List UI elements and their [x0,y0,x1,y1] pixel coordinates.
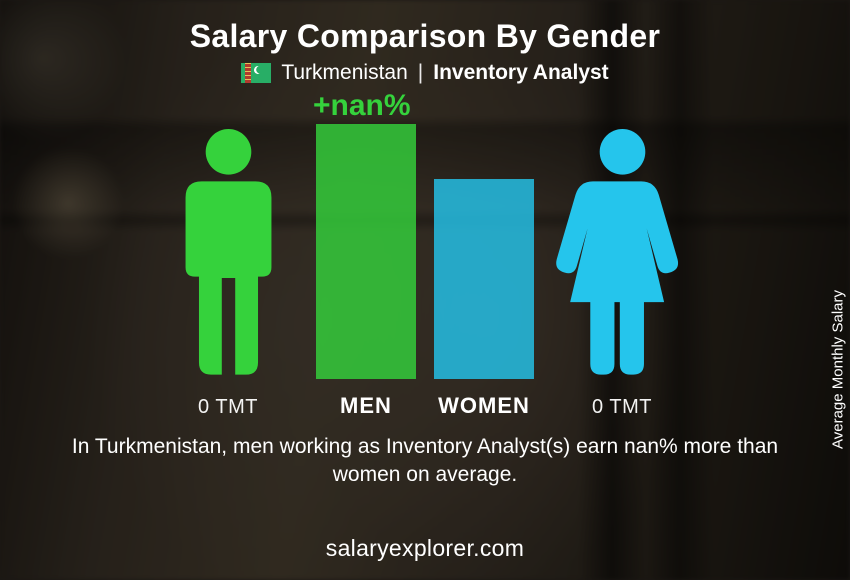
y-axis-label: Average Monthly Salary [830,290,847,449]
footer-link[interactable]: salaryexplorer.com [0,535,850,562]
women-salary-value: 0 TMT [592,396,652,419]
men-bar-label: MEN [340,393,392,419]
women-bar [434,179,534,379]
separator: | [418,61,423,85]
flag-icon [241,63,271,83]
job-title: Inventory Analyst [433,61,608,85]
men-bar [316,124,416,379]
woman-icon [555,125,690,380]
man-icon [161,125,296,380]
subtitle-row: Turkmenistan | Inventory Analyst [241,61,608,85]
men-icon-column: 0 TMT [158,125,298,419]
description-text: In Turkmenistan, men working as Inventor… [45,433,805,490]
women-bar-column: WOMEN [434,89,534,419]
men-salary-value: 0 TMT [198,396,258,419]
content-container: Salary Comparison By Gender Turkmenistan… [0,0,850,580]
women-bar-label: WOMEN [438,393,530,419]
men-bar-column: MEN [316,89,416,419]
difference-label: +nan% [313,89,411,123]
chart-area: +nan% 0 TMT MEN WOMEN 0 TMT [75,89,775,419]
women-icon-column: 0 TMT [552,125,692,419]
page-title: Salary Comparison By Gender [190,18,660,55]
country-label: Turkmenistan [281,61,407,85]
